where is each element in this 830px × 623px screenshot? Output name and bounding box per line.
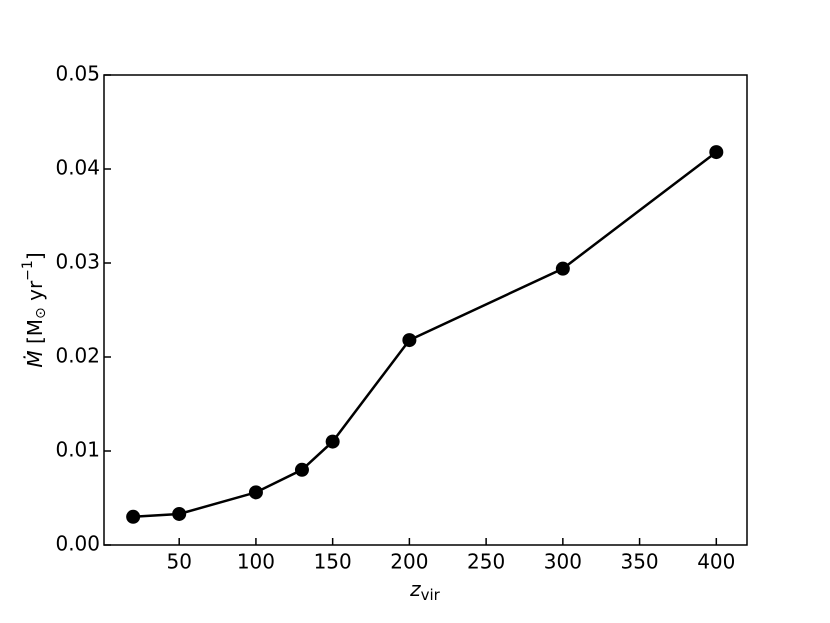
x-axis-label: zvir	[409, 577, 441, 604]
data-point	[248, 485, 263, 500]
data-point	[325, 434, 340, 449]
y-label-part: −1	[20, 260, 36, 281]
data-point	[709, 145, 724, 160]
x-label-sub: vir	[421, 586, 441, 604]
x-tick-label: 100	[237, 550, 275, 574]
y-label-part: yr	[23, 280, 47, 307]
y-tick-label: 0.04	[55, 156, 100, 180]
y-label-part: ]	[23, 252, 47, 260]
y-tick-label: 0.01	[55, 438, 100, 462]
x-label-main: z	[409, 577, 421, 601]
y-tick-label: 0.02	[55, 344, 100, 368]
data-point	[172, 506, 187, 521]
x-tick-label: 200	[390, 550, 428, 574]
x-tick-label: 350	[620, 550, 658, 574]
x-tick-label: 250	[467, 550, 505, 574]
x-tick-label: 300	[544, 550, 582, 574]
y-tick-label: 0.00	[55, 532, 100, 556]
y-tick-label: 0.05	[55, 62, 100, 86]
data-line	[133, 151, 718, 519]
y-label-part: Ṁ	[23, 350, 47, 367]
x-tick-label: 50	[166, 550, 191, 574]
y-tick-label: 0.03	[55, 250, 100, 274]
data-point	[294, 462, 309, 477]
x-tick-label: 150	[314, 550, 352, 574]
data-point	[555, 261, 570, 276]
x-tick-label: 400	[697, 550, 735, 574]
y-label-part: ⊙	[33, 307, 49, 319]
plot-frame	[103, 74, 748, 546]
y-label-part: [M	[23, 319, 47, 350]
data-point	[402, 333, 417, 348]
y-axis-label: Ṁ [M⊙ yr−1]	[20, 252, 49, 367]
data-point	[126, 509, 141, 524]
